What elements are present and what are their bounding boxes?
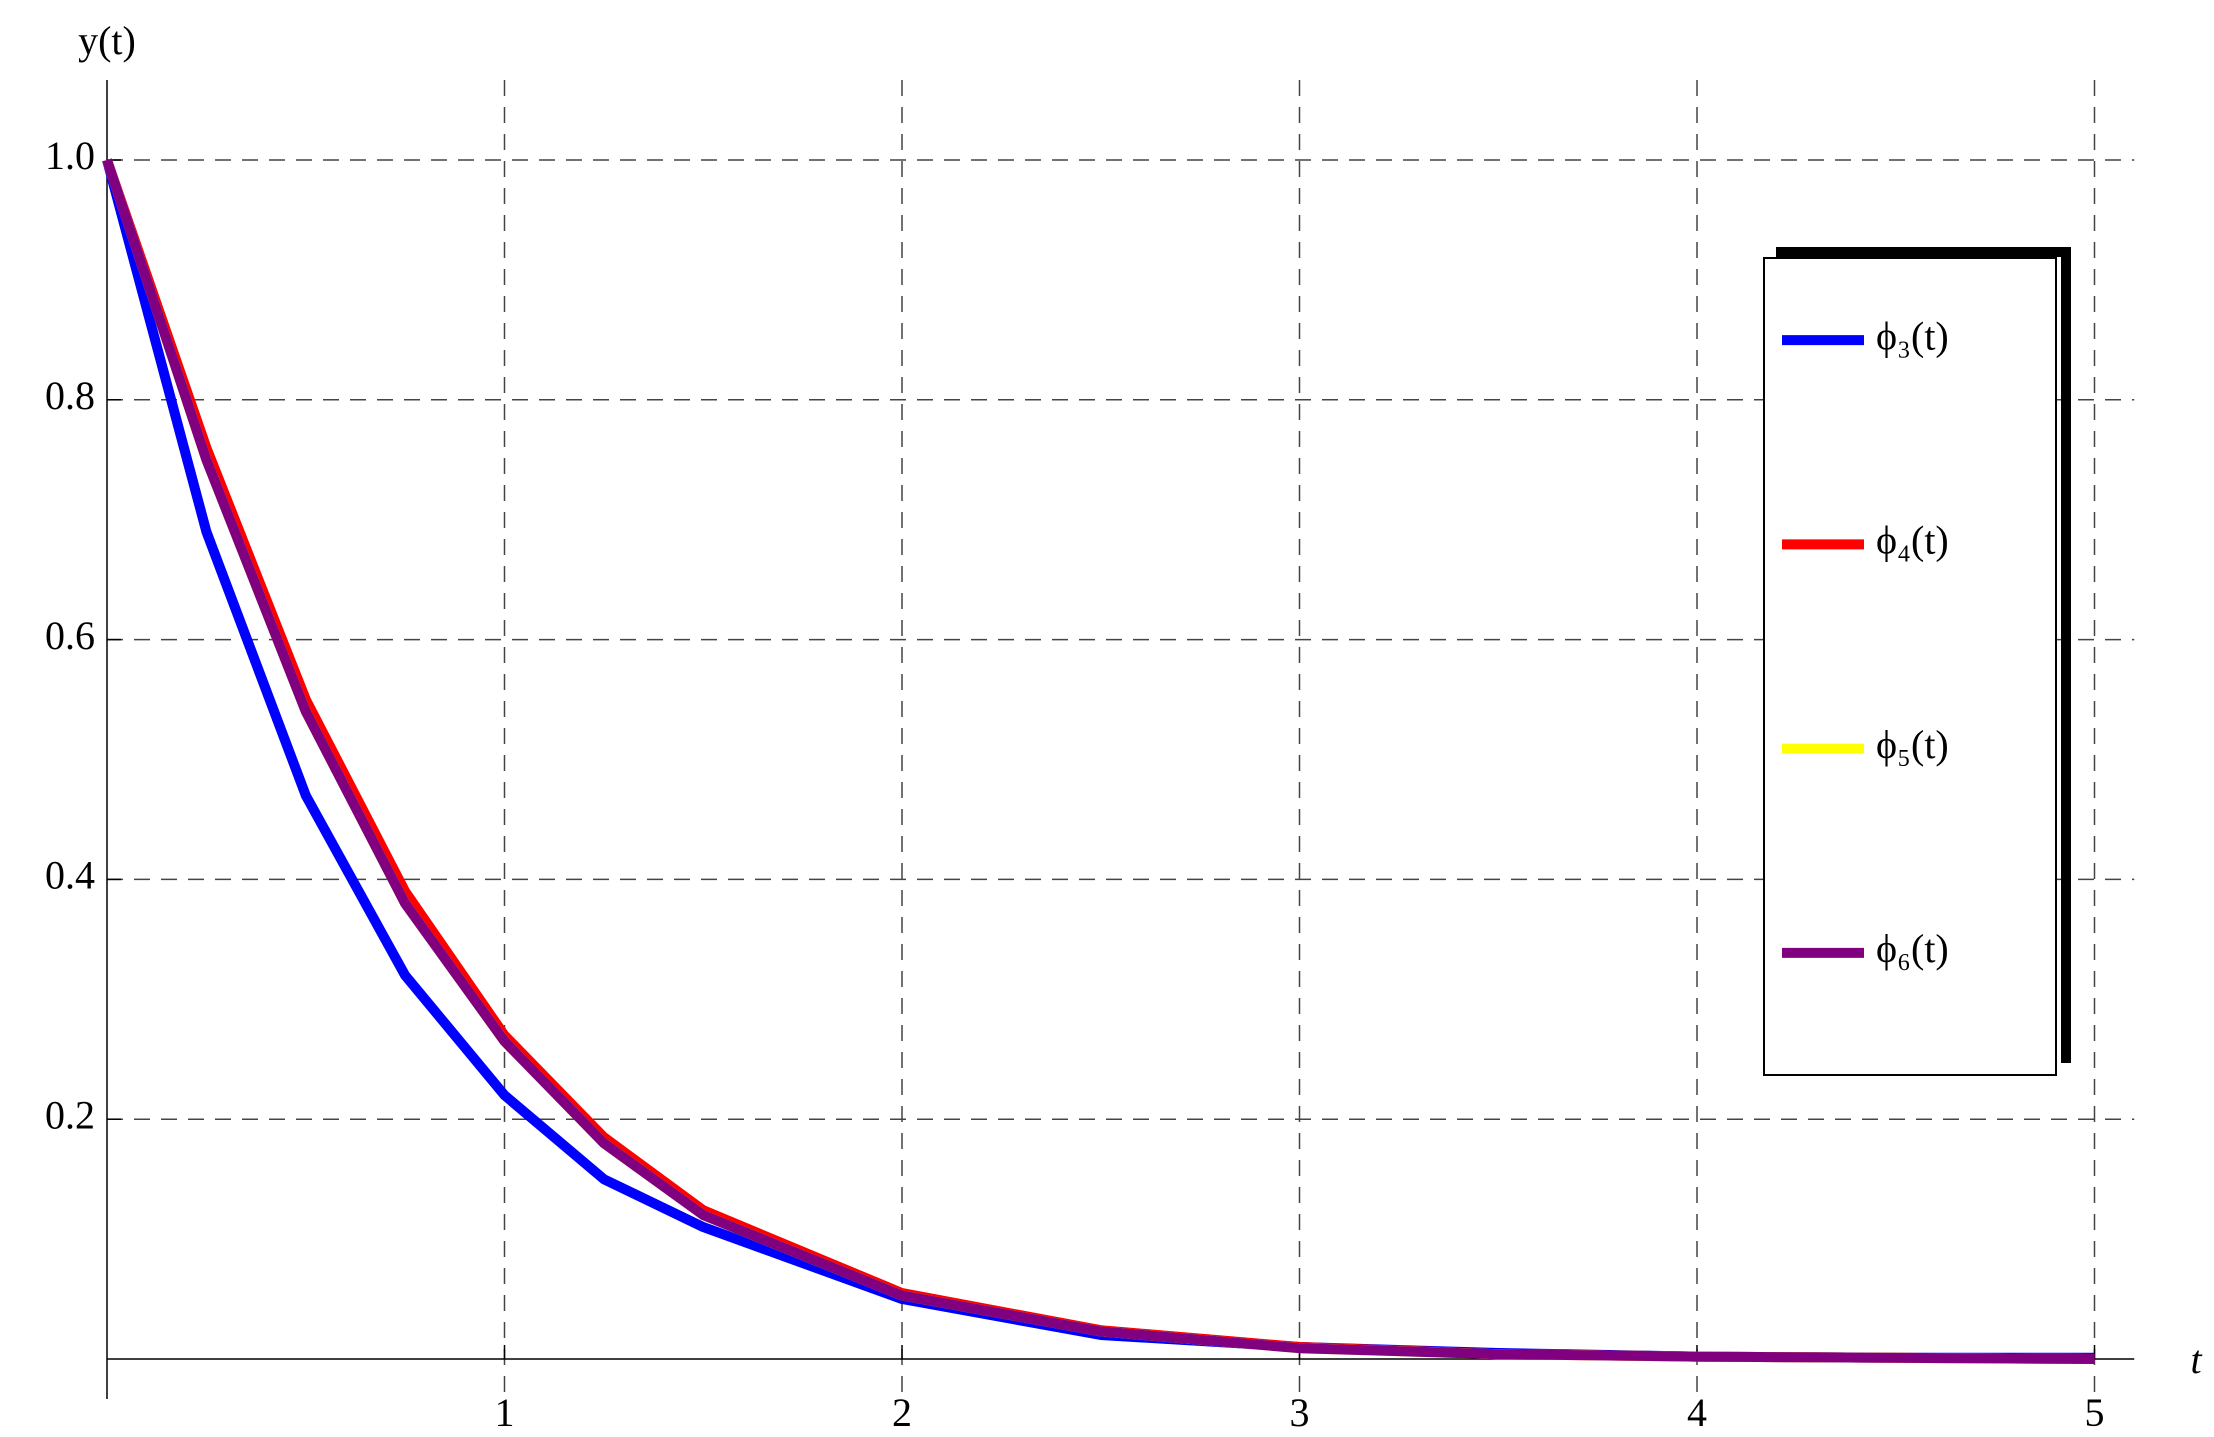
legend-shadow: [1776, 247, 2071, 1063]
y-tick-label: 0.4: [45, 853, 95, 898]
legend-label: ϕ₆(t): [1876, 926, 1949, 971]
x-tick-label: 4: [1687, 1390, 1707, 1435]
y-tick-label: 0.6: [45, 613, 95, 658]
legend-label: ϕ₄(t): [1876, 518, 1949, 563]
y-tick-label: 0.8: [45, 373, 95, 418]
x-tick-label: 3: [1290, 1390, 1310, 1435]
x-tick-label: 5: [2085, 1390, 2105, 1435]
x-tick-label: 1: [495, 1390, 515, 1435]
legend-label: ϕ₅(t): [1876, 722, 1949, 767]
legend-box: [1763, 257, 2057, 1076]
x-tick-label: 2: [892, 1390, 912, 1435]
series-line: [102, 158, 2095, 1364]
y-tick-label: 0.2: [45, 1092, 95, 1137]
y-tick-label: 1.0: [45, 133, 95, 178]
x-axis-label: t: [2190, 1337, 2202, 1382]
y-axis-label: y(t): [78, 18, 136, 63]
legend-label: ϕ₃(t): [1876, 313, 1949, 358]
